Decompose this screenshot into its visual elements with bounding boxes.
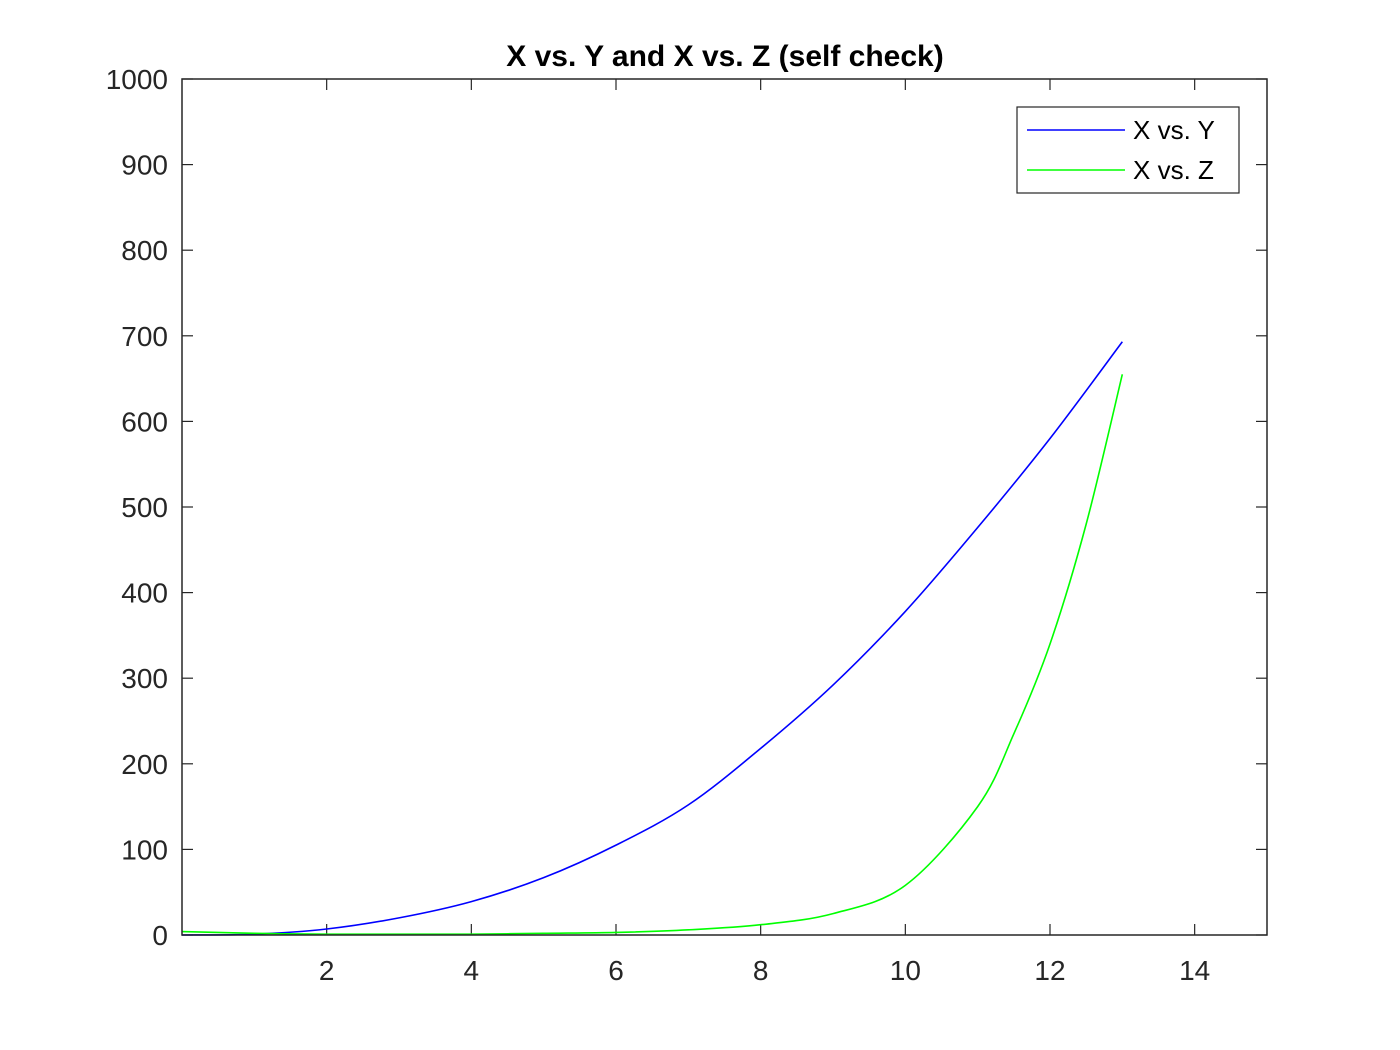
y-tick-label: 500 [121, 492, 168, 523]
legend: X vs. Y X vs. Z [1016, 106, 1240, 194]
y-tick-label: 0 [152, 920, 168, 951]
y-tick-label: 700 [121, 321, 168, 352]
y-tick-label: 600 [121, 406, 168, 437]
legend-label: X vs. Y [1133, 115, 1215, 145]
plot-frame [181, 78, 1268, 936]
y-tick-label: 900 [121, 150, 168, 181]
series-lines [181, 341, 1124, 936]
plot-area [182, 79, 1267, 935]
series-line-x-vs-z [181, 374, 1124, 936]
x-tick-label: 12 [1034, 955, 1065, 986]
y-tick-label: 400 [121, 578, 168, 609]
legend-label: X vs. Z [1133, 155, 1214, 185]
x-tick-label: 6 [608, 955, 624, 986]
x-tick-label: 14 [1179, 955, 1210, 986]
y-tick-label: 200 [121, 749, 168, 780]
legend-box [1016, 106, 1240, 194]
series-line-x-vs-y [181, 341, 1123, 936]
x-tick-label: 2 [319, 955, 335, 986]
chart-title: X vs. Y and X vs. Z (self check) [506, 40, 943, 73]
axis-tick-labels: 2 4 6 8 10 12 14 0 100 200 300 400 500 600 700 800 900 10… [106, 64, 1211, 986]
x-tick-label: 8 [753, 955, 769, 986]
y-tick-label: 800 [121, 235, 168, 266]
x-tick-label: 10 [890, 955, 921, 986]
y-tick-label: 1000 [106, 64, 168, 95]
y-tick-label: 100 [121, 834, 168, 865]
x-tick-label: 4 [464, 955, 480, 986]
y-tick-label: 300 [121, 663, 168, 694]
